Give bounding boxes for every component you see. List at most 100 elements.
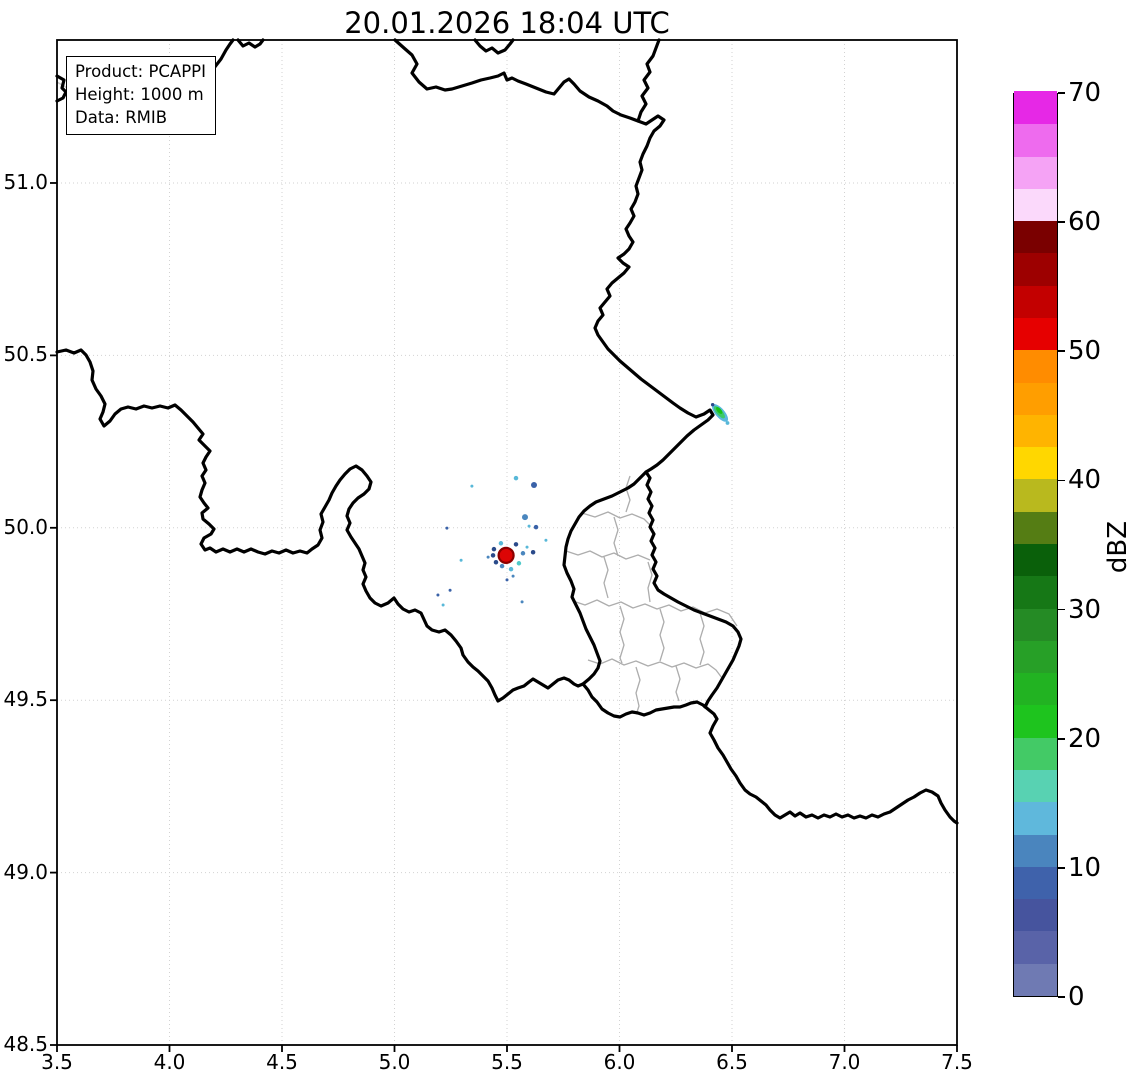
y-tick-label: 51.0 bbox=[3, 169, 48, 194]
national-borders bbox=[55, 38, 959, 825]
echo-speckle bbox=[436, 593, 440, 597]
colorbar-segment bbox=[1014, 123, 1057, 157]
colorbar-segment bbox=[1014, 155, 1057, 189]
echo-streak-cyan-speck bbox=[725, 421, 730, 425]
echo-speckle bbox=[520, 600, 524, 604]
colorbar-tick-label: 40 bbox=[1068, 465, 1102, 496]
colorbar-tick-label: 20 bbox=[1068, 723, 1102, 754]
colorbar-tick-label: 30 bbox=[1068, 594, 1102, 625]
echo-speckle bbox=[513, 475, 519, 481]
colorbar-segment bbox=[1014, 833, 1057, 867]
x-tick-label: 6.5 bbox=[716, 1050, 748, 1074]
colorbar-tick-mark bbox=[1058, 996, 1065, 998]
y-tick-label: 49.5 bbox=[3, 687, 48, 712]
echo-speckle bbox=[499, 563, 505, 569]
echo-speckle bbox=[470, 484, 474, 488]
y-tick-label: 50.5 bbox=[3, 342, 48, 367]
colorbar-segment bbox=[1014, 866, 1057, 900]
plot-frame bbox=[56, 39, 958, 1046]
echo-speckle bbox=[491, 546, 497, 552]
echo-speckle bbox=[498, 541, 504, 546]
echo-speckle bbox=[493, 560, 499, 565]
colorbar-segment bbox=[1014, 317, 1057, 351]
colorbar-tick-label: 50 bbox=[1068, 336, 1102, 367]
echo-speckle bbox=[525, 545, 529, 549]
colorbar-segment bbox=[1014, 252, 1057, 286]
echo-streak-dark-speck bbox=[710, 402, 715, 407]
colorbar-tick-mark bbox=[1058, 92, 1065, 94]
colorbar-segment bbox=[1014, 446, 1057, 480]
echo-speckle bbox=[531, 482, 537, 489]
colorbar-tick-mark bbox=[1058, 737, 1065, 740]
x-tick-label: 7.5 bbox=[941, 1050, 973, 1074]
echo-speckle bbox=[520, 551, 526, 556]
echo-speckle bbox=[441, 603, 445, 607]
x-tick-label: 3.5 bbox=[41, 1050, 73, 1074]
echo-streak-core bbox=[716, 406, 723, 414]
echo-speckle bbox=[490, 553, 496, 558]
colorbar bbox=[1013, 91, 1058, 997]
colorbar-tick-label: 60 bbox=[1068, 207, 1102, 238]
colorbar-segment bbox=[1014, 737, 1057, 770]
colorbar-segment bbox=[1014, 672, 1057, 706]
radar-echoes bbox=[436, 402, 730, 607]
legend-height-line: Height: 1000 m bbox=[75, 84, 204, 104]
border-be-nl-de-north bbox=[393, 38, 661, 123]
echo-speckle bbox=[448, 588, 452, 592]
colorbar-segment bbox=[1014, 543, 1057, 577]
colorbar-tick-mark bbox=[1058, 479, 1065, 482]
border-fr-be bbox=[55, 348, 585, 703]
colorbar-tick-label: 10 bbox=[1068, 852, 1102, 883]
echo-speckle bbox=[511, 574, 515, 578]
colorbar-tick-mark bbox=[1058, 350, 1065, 353]
colorbar-tick-label: 70 bbox=[1068, 78, 1102, 108]
echo-speckle bbox=[533, 524, 539, 530]
echo-speckle bbox=[505, 578, 509, 582]
colorbar-segment bbox=[1014, 640, 1057, 674]
colorbar-segment bbox=[1014, 478, 1057, 512]
colorbar-unit-label: dBZ bbox=[1103, 520, 1133, 574]
colorbar-tick-mark bbox=[1058, 221, 1065, 224]
border-scheldt-hook bbox=[55, 74, 68, 103]
product-legend-box: Product: PCAPPI Height: 1000 m Data: RMI… bbox=[66, 56, 216, 136]
luxembourg-canton-borders bbox=[565, 475, 738, 713]
colorbar-segment bbox=[1014, 414, 1057, 448]
echo-speckle bbox=[530, 550, 536, 555]
echo-speckle bbox=[486, 555, 490, 559]
echo-speckle bbox=[445, 526, 449, 530]
border-be-nl-bump bbox=[236, 38, 265, 49]
colorbar-segment bbox=[1014, 769, 1057, 803]
border-limburg-be-de-be-lux bbox=[562, 114, 715, 686]
x-tick-label: 4.5 bbox=[266, 1050, 298, 1074]
colorbar-segment bbox=[1014, 511, 1057, 544]
echo-speckle bbox=[513, 542, 519, 547]
border-baarle-squiggle bbox=[473, 38, 515, 55]
colorbar-tick-label: 0 bbox=[1068, 982, 1085, 1012]
colorbar-segment bbox=[1014, 704, 1057, 738]
legend-data-line: Data: RMIB bbox=[75, 107, 168, 127]
x-tick-label: 7.0 bbox=[828, 1050, 861, 1074]
colorbar-segment bbox=[1014, 963, 1057, 996]
colorbar-segment bbox=[1014, 575, 1057, 609]
colorbar-segment bbox=[1014, 381, 1057, 415]
gridlines bbox=[57, 40, 957, 1045]
figure-title: 20.01.2026 18:04 UTC bbox=[344, 6, 670, 40]
colorbar-tick-mark bbox=[1058, 608, 1065, 611]
border-fr-lux-fr-de bbox=[581, 682, 959, 825]
x-tick-label: 6.0 bbox=[603, 1050, 636, 1074]
colorbar-segment bbox=[1014, 188, 1057, 222]
y-tick-label: 49.0 bbox=[3, 859, 48, 884]
echo-speckle bbox=[508, 566, 514, 572]
colorbar-segment bbox=[1014, 91, 1057, 125]
colorbar-segment bbox=[1014, 349, 1057, 383]
colorbar-segment bbox=[1014, 220, 1057, 254]
colorbar-segment bbox=[1014, 930, 1057, 964]
radar-site-clutter-dot bbox=[497, 546, 515, 564]
colorbar-segment bbox=[1014, 285, 1057, 318]
echo-speckle bbox=[459, 558, 463, 562]
axis-ticks bbox=[50, 182, 958, 1052]
colorbar-segment bbox=[1014, 801, 1057, 835]
echo-speckle bbox=[527, 524, 531, 528]
